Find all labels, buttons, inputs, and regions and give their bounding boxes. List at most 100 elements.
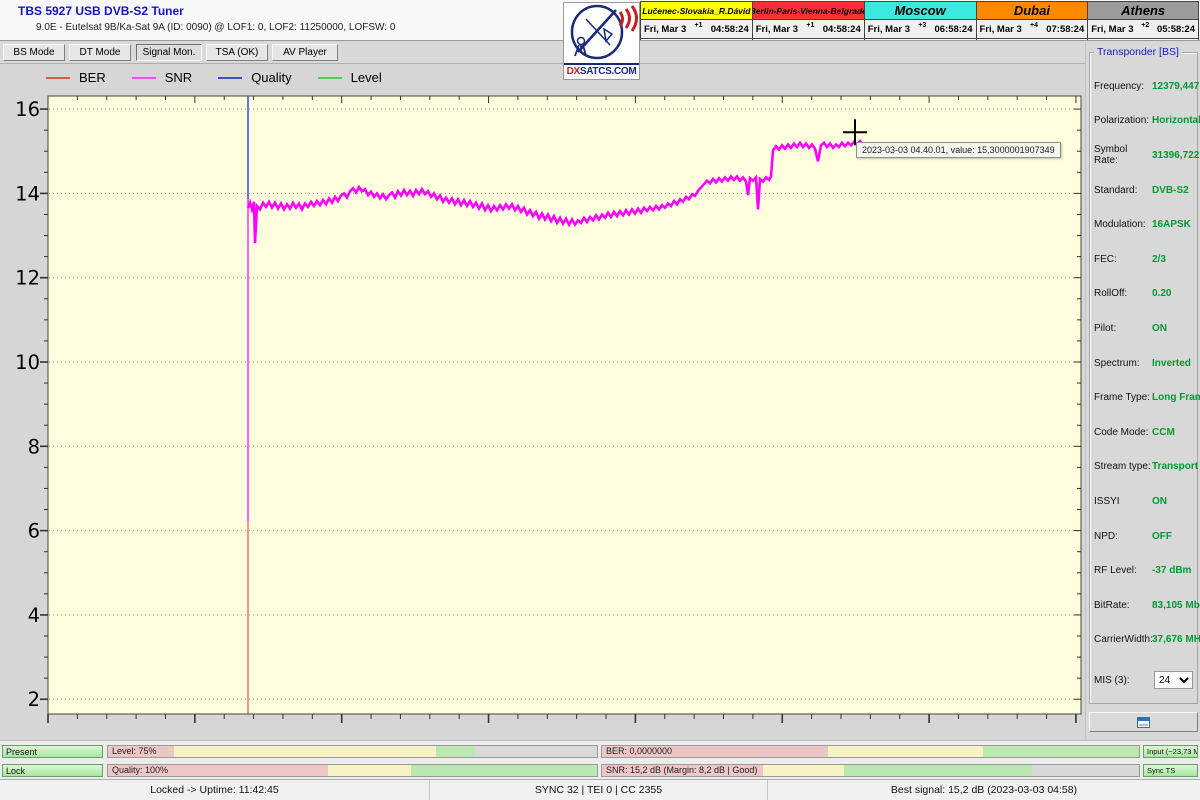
clock-time: Fri, Mar 3 +4 07:58:24: [976, 20, 1088, 39]
transponder-groupbox: Transponder [BS] Frequency: 12379,447 MHz…: [1089, 46, 1200, 704]
tab-dt-mode[interactable]: DT Mode: [69, 44, 131, 61]
tab-bs-mode[interactable]: BS Mode: [3, 44, 65, 61]
monitor-bars: Present Level: 75% BER: 0,0000000 Input (~2…: [0, 740, 1200, 779]
window-icon: [1137, 716, 1150, 728]
clock-hms: 05:58:24: [1156, 23, 1195, 35]
transponder-row-spectrum-: Spectrum: Inverted: [1094, 346, 1195, 381]
progress-bar-level: Level: 75%: [107, 745, 598, 758]
bar-segment: [827, 746, 984, 757]
transponder-label: Frequency:: [1094, 80, 1145, 92]
transponder-value: CCM: [1152, 426, 1175, 438]
transponder-row-carrierwidth-: CarrierWidth:37,676 MHz: [1094, 623, 1200, 658]
logo-dx: DX: [566, 66, 581, 77]
legend-line-ber: [46, 76, 70, 79]
transponder-value: 0.20: [1152, 288, 1172, 300]
badge-present: Present: [2, 745, 103, 758]
transponder-row-rolloff-: RollOff: 0.20: [1094, 277, 1195, 312]
transponder-row-polarization-: Polarization: Horizontal: [1094, 104, 1200, 139]
tuner-subtitle: 9.0E - Eutelsat 9B/Ka-Sat 9A (ID: 0090) …: [36, 22, 396, 33]
panel-window-button[interactable]: [1089, 712, 1198, 732]
mode-tab-row: BS Mode DT Mode Signal Mon. TSA (OK) AV Play…: [0, 42, 1085, 63]
transponder-label: Stream type:: [1094, 461, 1151, 473]
clock-time: Fri, Mar 3 +1 04:58:24: [752, 20, 864, 39]
clock-time: Fri, Mar 3 +1 04:58:24: [641, 20, 752, 39]
clock-utc-offset: +3: [918, 21, 927, 29]
transponder-row-symbol-rate-: Symbol Rate: 31396,722 KS/s: [1094, 138, 1200, 173]
clock-time: Fri, Mar 3 +2 05:58:24: [1088, 20, 1198, 39]
transponder-value: 16APSK: [1152, 219, 1191, 231]
y-axis-label: 8: [28, 435, 40, 458]
clock-date: Fri, Mar 3: [755, 23, 798, 35]
transponder-label: CarrierWidth:: [1094, 634, 1153, 646]
clock-city-label: Lučenec-Slovakia_R.Dávid: [641, 1, 752, 20]
tab-tsa-ok-[interactable]: TSA (OK): [206, 44, 268, 61]
clock-utc-offset: +4: [1029, 21, 1038, 29]
transponder-panel: Transponder [BS] Frequency: 12379,447 MHz…: [1085, 42, 1200, 739]
transponder-row-rf-level-: RF Level: -37 dBm: [1094, 553, 1195, 588]
transponder-label: Code Mode:: [1094, 426, 1149, 438]
legend-line-snr: [131, 76, 156, 79]
legend-label: Quality: [251, 70, 292, 85]
transponder-value: 12379,447 MHz: [1152, 80, 1200, 92]
transponder-label: Frame Type:: [1094, 392, 1150, 404]
mis-select[interactable]: 24: [1154, 671, 1193, 689]
clock-date: Fri, Mar 3: [867, 23, 910, 35]
transponder-label: Symbol Rate:: [1094, 144, 1128, 167]
transponder-value: -37 dBm: [1152, 565, 1192, 577]
transponder-row-stream-type-: Stream type: Transport: [1094, 450, 1198, 485]
transponder-value: 83,105 Mbit/s: [1152, 599, 1200, 611]
transponder-value: Horizontal: [1152, 115, 1200, 127]
y-axis-label: 16: [15, 98, 40, 121]
badge-sync-ts: Sync TS: [1143, 764, 1198, 777]
mis-row: MIS (3): 24: [1094, 671, 1193, 689]
bar-segment: [983, 746, 1139, 757]
clock-time: Fri, Mar 3 +3 06:58:24: [864, 20, 976, 39]
legend-label: Level: [350, 70, 382, 85]
bar-segment: [108, 746, 174, 757]
transponder-value: OFF: [1152, 530, 1172, 542]
status-lock-uptime: Locked -> Uptime: 11:42:45: [0, 780, 430, 800]
y-axis-label: 2: [28, 688, 40, 711]
clock-hms: 07:58:24: [1046, 23, 1085, 35]
clock-city-label: Athens: [1088, 1, 1198, 20]
transponder-label: Polarization:: [1094, 115, 1150, 127]
progress-bar-ber: BER: 0,0000000: [601, 745, 1140, 758]
bar-segment: [602, 765, 764, 776]
bar-label: BER: 0,0000000: [606, 746, 673, 756]
bar-label: Quality: 100%: [112, 765, 169, 775]
transponder-row-frequency-: Frequency: 12379,447 MHz: [1094, 69, 1200, 104]
signal-chart[interactable]: 16 14 12 10 8 6 4 2: [0, 89, 1085, 740]
legend-item-ber: BER: [46, 70, 106, 85]
clock-utc-offset: +2: [1141, 21, 1150, 29]
status-bar: Locked -> Uptime: 11:42:45 SYNC 32 | TEI…: [0, 779, 1200, 800]
transponder-label: RollOff:: [1094, 288, 1128, 300]
bar-segment: [1031, 765, 1139, 776]
legend-label: SNR: [164, 70, 193, 85]
clock-city-label: Dubai: [976, 1, 1088, 20]
signal-chart-panel: BER SNR Quality Level 16 14 12 10 8 6 4 2: [0, 63, 1085, 739]
satellite-dish-icon: [570, 4, 638, 60]
transponder-row-bitrate-: BitRate: 83,105 Mbit/s: [1094, 588, 1200, 623]
transponder-row-code-mode-: Code Mode: CCM: [1094, 415, 1195, 450]
bar-segment: [328, 765, 412, 776]
transponder-label: FEC:: [1094, 253, 1117, 265]
tab-signal-mon-[interactable]: Signal Mon.: [136, 44, 202, 61]
transponder-label: NPD:: [1094, 530, 1118, 542]
transponder-row-issyi: ISSYI ON: [1094, 484, 1195, 519]
transponder-title: Transponder [BS]: [1094, 46, 1182, 58]
clock-hms: 06:58:24: [934, 23, 973, 35]
bar-segment: [474, 746, 597, 757]
tab-av-player[interactable]: AV Player: [272, 44, 338, 61]
transponder-row-modulation-: Modulation: 16APSK: [1094, 207, 1195, 242]
badge-input-mbps-: Input (~23,73 Mbps): [1143, 745, 1198, 758]
bar-segment: [108, 765, 329, 776]
bar-segment: [435, 746, 475, 757]
logo-text: DXSATCS.COM: [564, 63, 639, 77]
transponder-value: ON: [1152, 495, 1167, 507]
chart-legend: BER SNR Quality Level: [46, 70, 408, 85]
badge-lock: Lock: [2, 764, 103, 777]
transponder-label: BitRate:: [1094, 599, 1130, 611]
plot-background[interactable]: [48, 96, 1081, 714]
series-snr: [246, 139, 867, 244]
